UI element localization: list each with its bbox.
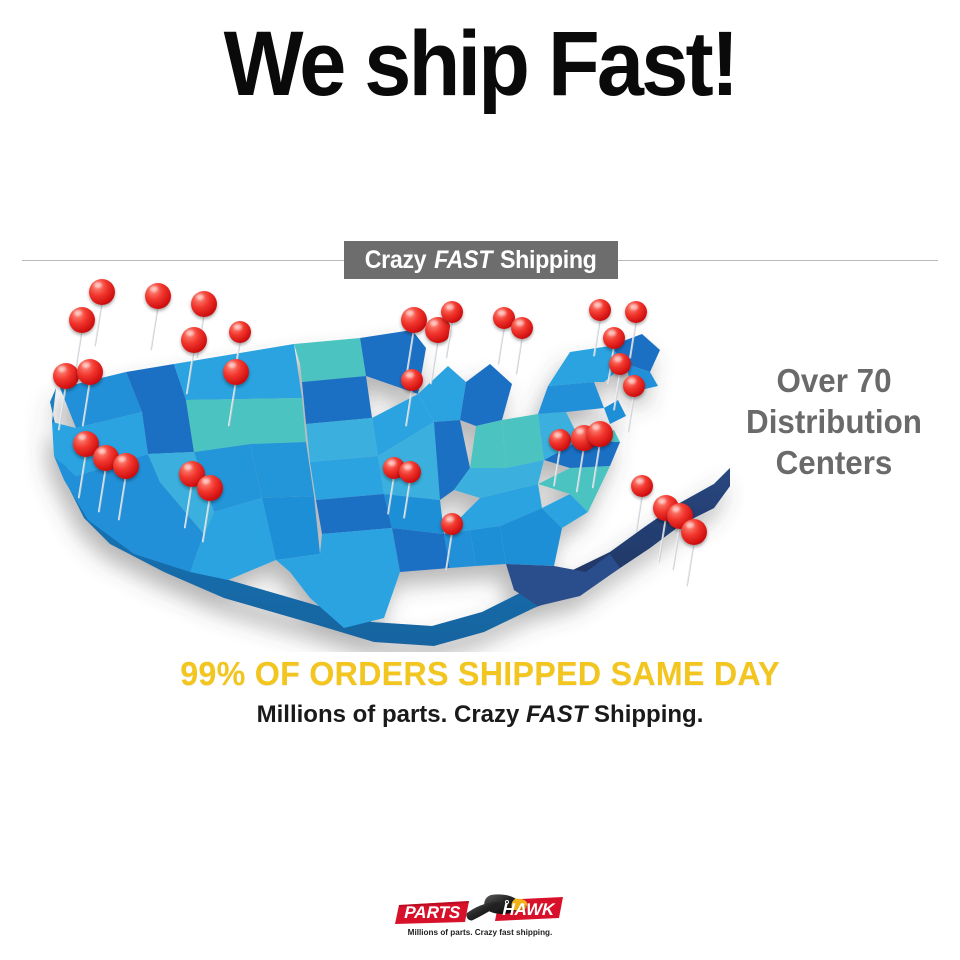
subline-prefix: Millions of parts. Crazy <box>256 701 520 728</box>
map-pin-head <box>609 353 631 375</box>
crazy-fast-shipping-banner: Crazy FAST Shipping <box>344 241 618 279</box>
callout-line-3: Centers <box>775 444 893 481</box>
distribution-centers-callout: Over 70 Distribution Centers <box>724 360 944 483</box>
map-pin-head <box>223 359 249 385</box>
page-title: We ship Fast! <box>223 13 740 115</box>
map-pin-head <box>587 421 613 447</box>
map-pin-head <box>77 359 103 385</box>
map-pin-head <box>197 475 223 501</box>
map-pin-head <box>441 513 463 535</box>
map-pin-head <box>603 327 625 349</box>
map-pin-head <box>401 307 427 333</box>
map-pin-head <box>181 327 207 353</box>
callout-line-2: Distribution <box>746 403 922 440</box>
banner-prefix: Crazy <box>365 245 427 274</box>
map-pin-head <box>191 291 217 317</box>
map-pin-head <box>623 375 645 397</box>
map-pin-head <box>681 519 707 545</box>
map-pin-head <box>625 301 647 323</box>
callout-line-1: Over 70 <box>776 362 892 399</box>
map-pin-head <box>631 475 653 497</box>
usa-distribution-map <box>14 272 744 652</box>
map-pin-head <box>89 279 115 305</box>
parts-hawk-logo[interactable]: PARTS HAWK Millions of parts. Crazy fast… <box>395 893 565 945</box>
banner-suffix: Shipping <box>500 245 597 274</box>
map-pin-head <box>511 317 533 339</box>
map-pin-head <box>493 307 515 329</box>
map-pin-head <box>549 429 571 451</box>
logo-tagline: Millions of parts. Crazy fast shipping. <box>407 927 553 937</box>
logo-word-right: HAWK <box>502 900 556 919</box>
footer-subline: Millions of parts. Crazy FAST Shipping. <box>0 700 960 730</box>
map-pin-head <box>69 307 95 333</box>
banner-label: Crazy FAST Shipping <box>365 245 597 274</box>
map-pin-head <box>113 453 139 479</box>
map-pin-head <box>53 363 79 389</box>
map-pin-head <box>229 321 251 343</box>
logo-word-left: PARTS <box>404 903 461 922</box>
banner-emphasis: FAST <box>434 245 493 274</box>
map-pin-head <box>441 301 463 323</box>
map-pin-head <box>399 461 421 483</box>
map-pin-head <box>401 369 423 391</box>
map-pin-head <box>589 299 611 321</box>
map-pin-head <box>145 283 171 309</box>
same-day-highlight: 99% OF ORDERS SHIPPED SAME DAY <box>180 655 780 692</box>
subline-emphasis: FAST <box>526 701 588 728</box>
subline-suffix: Shipping. <box>594 701 704 728</box>
